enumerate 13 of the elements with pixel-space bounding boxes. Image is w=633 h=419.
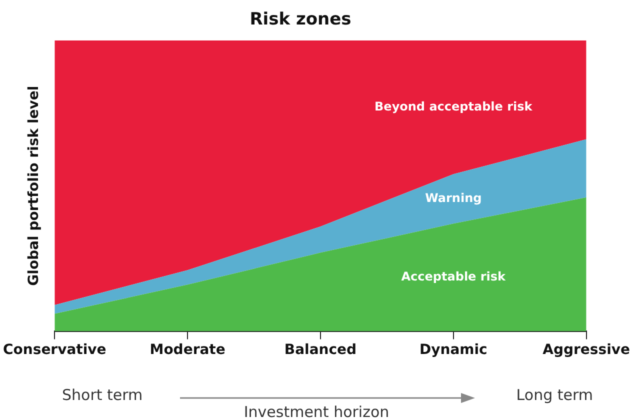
text: Long term (516, 386, 593, 404)
x-tick-label: Balanced (284, 342, 357, 358)
x-tick-label: Moderate (150, 342, 226, 358)
x-tick-label: Conservative (3, 342, 106, 358)
y-axis-title: Global portfolio risk level (26, 86, 42, 286)
x-tick-label: Aggressive (542, 342, 630, 358)
text: Short term (62, 386, 143, 404)
chart-title: Risk zones (250, 10, 352, 30)
x-axis-title: Investment horizon (242, 403, 390, 419)
series-label: Beyond acceptable risk (374, 99, 534, 114)
x-tick-label: Dynamic (419, 342, 488, 358)
series-label: Warning (425, 191, 482, 206)
series-label: Acceptable risk (401, 270, 507, 284)
